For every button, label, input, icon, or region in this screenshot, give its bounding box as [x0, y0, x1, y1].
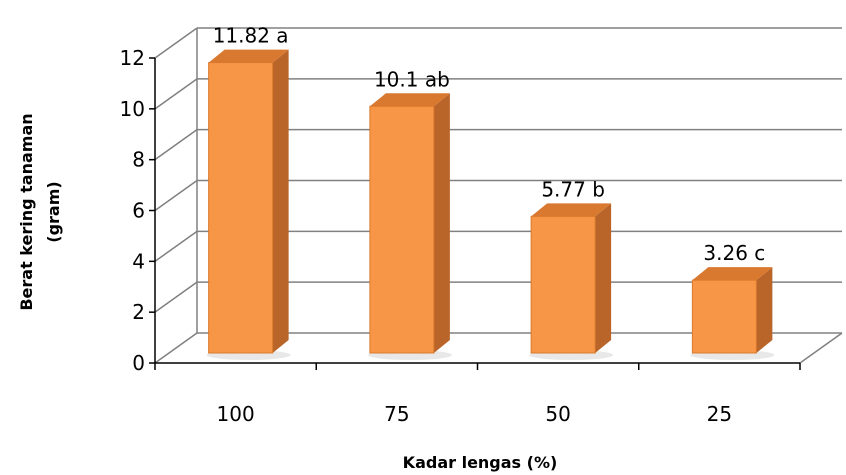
y-tick-label: 0 — [132, 351, 145, 375]
y-tick-label: 6 — [132, 199, 145, 223]
bar-top — [531, 203, 612, 217]
gridlines — [154, 27, 843, 364]
bar — [369, 105, 435, 354]
x-tick-label: 25 — [707, 402, 732, 426]
svg-text:Berat kering tanaman: Berat kering tanaman — [17, 113, 36, 310]
x-tick-label: 100 — [217, 402, 255, 426]
gridline-diagonal — [154, 281, 198, 313]
bar-side — [595, 203, 612, 353]
bar-side — [433, 93, 450, 354]
y-tick-labels: 0 2 4 6 8 10 12 — [120, 46, 145, 375]
gridline-diagonal — [154, 332, 198, 364]
gridline-diagonal — [154, 129, 198, 161]
bar-top — [369, 93, 450, 107]
y-tick-label: 8 — [132, 148, 145, 172]
gridline-diagonal — [154, 179, 198, 212]
y-tick-label: 10 — [120, 97, 145, 121]
data-label: 10.1 ab — [374, 67, 450, 91]
gridline-diagonal — [154, 27, 198, 59]
y-tick-label: 2 — [132, 300, 145, 324]
y-tick-label: 4 — [132, 249, 145, 273]
y-tick-label: 12 — [120, 46, 145, 70]
bars — [206, 49, 775, 360]
bar — [530, 215, 596, 354]
bar-side — [756, 267, 773, 353]
bar-side — [272, 49, 289, 353]
data-label: 5.77 b — [541, 177, 605, 201]
bar-top — [692, 267, 773, 281]
floor-edge — [799, 332, 843, 364]
x-axis-title: Kadar lengas (%) — [403, 453, 558, 472]
data-label: 3.26 c — [703, 241, 765, 265]
gridline-diagonal — [154, 78, 198, 110]
x-tick-label: 75 — [384, 402, 409, 426]
y-axis-title: Berat kering tanaman (gram) — [17, 113, 63, 310]
axes — [149, 57, 801, 370]
data-labels: 11.82 a 10.1 ab 5.77 b 3.26 c — [213, 24, 766, 266]
x-tick-labels: 100 75 50 25 — [217, 402, 733, 426]
bar — [208, 62, 274, 354]
data-label: 11.82 a — [213, 24, 289, 48]
bar — [691, 279, 757, 354]
svg-text:(gram): (gram) — [44, 181, 63, 242]
gridline-diagonal — [154, 230, 198, 262]
x-tick-label: 50 — [545, 402, 570, 426]
bar-top — [208, 49, 289, 63]
